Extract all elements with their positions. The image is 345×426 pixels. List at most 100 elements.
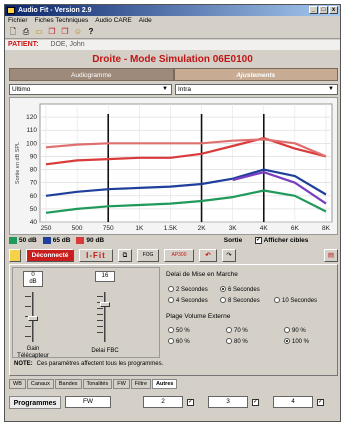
radio-60pct-label: 60 % [176,339,190,345]
options-box: Delai de Mise en Marche 2 Secondes 6 Sec… [162,267,336,358]
tab-ajustements[interactable]: Ajustements [173,68,338,81]
series-line-50-db [45,189,327,214]
sortie-button[interactable]: Sortie [223,237,243,244]
disconnected-button[interactable]: Déconnecté [26,249,74,262]
fog-button[interactable]: FOG [137,249,159,262]
program-2[interactable]: 2 [143,396,183,408]
style-select-value: Intra [178,86,192,93]
radio-dot [168,286,174,293]
radio-80pct[interactable]: 80 % [226,338,248,346]
main-window: Audio Fit - Version 2.9 _ □ x Fichier Fi… [4,4,341,422]
ifit-button[interactable]: I-Fit [79,249,113,262]
legend-50db[interactable]: 50 dB [9,236,37,244]
patient-icon[interactable]: ☺ [73,27,83,36]
patient-bar: PATIENT: DOE, John [5,40,340,50]
tab-wb[interactable]: WB [9,379,26,389]
print-icon[interactable]: ⎙ [22,27,30,36]
app-icon [7,7,15,14]
response-chart: 40 50 60 70 80 90 100 110 120 250 500 750 1K 1.5K 2K 3K… [9,97,338,235]
copy2-icon[interactable]: ❐ [61,27,69,36]
copy-settings-icon[interactable]: ⧉ [118,249,132,262]
open-icon[interactable]: ▭ [35,27,43,36]
radio-dot-selected [284,338,290,345]
maximize-button[interactable]: □ [319,6,328,14]
radio-dot [168,297,174,304]
tab-filtre[interactable]: Filtre [130,379,152,389]
checkbox-checked[interactable]: ✓ [255,236,262,244]
model-select-value: Ultimo [12,86,31,93]
radio-dot [284,327,290,334]
radio-2s[interactable]: 2 Secondes [168,286,208,294]
y-tick-label: 100 [26,140,37,147]
tab-canaux[interactable]: Canaux [26,379,54,389]
x-tick-label: 1.5K [164,225,178,232]
window-controls: _ □ x [309,6,338,14]
radio-70pct[interactable]: 70 % [226,327,248,335]
radio-70pct-label: 70 % [234,328,248,334]
y-tick-label: 50 [30,206,38,213]
menu-audio-care[interactable]: Audio CARE [95,17,132,24]
model-select[interactable]: Ultimo ▼ [9,84,172,95]
delai-title: Delai de Mise en Marche [166,271,238,278]
program-3-checkbox[interactable]: ✓ [252,398,259,406]
programmes-label: Programmes [9,395,61,409]
series-line-cible [45,138,327,158]
settings-icon[interactable]: ▤ [324,249,338,262]
ap300-button[interactable]: AP300 [164,249,194,262]
note-text: Ces paramètres affectent tous les progra… [36,361,164,367]
tab-fw[interactable]: FW [113,379,130,389]
show-targets-toggle[interactable]: ✓ Afficher cibles [255,235,308,246]
radio-dot [226,338,232,345]
program-2-checkbox[interactable]: ✓ [187,398,194,406]
radio-6s[interactable]: 6 Secondes [220,286,260,294]
new-icon[interactable]: 🗋 [9,27,17,36]
autres-panel: 0 dB Gain Télécapteur 16 Delai FBC Delai… [9,264,338,376]
sliders-box: 0 dB Gain Télécapteur 16 Delai FBC [12,267,160,359]
note-line: NOTE: Ces paramètres affectent tous les p… [14,361,163,367]
x-tick-label: 250 [41,225,52,232]
tab-audiogramme[interactable]: Audiogramme [9,68,174,81]
program-4-checkbox[interactable]: ✓ [317,398,324,406]
help-icon[interactable]: ? [88,27,94,36]
note-icon[interactable] [9,249,21,262]
gain-slider-knob[interactable] [28,316,38,321]
program-4[interactable]: 4 [273,396,313,408]
chevron-down-icon: ▼ [162,86,168,92]
menu-fichier[interactable]: Fichier [8,17,28,24]
radio-90pct[interactable]: 90 % [284,327,306,335]
x-tick-label: 750 [103,225,114,232]
radio-100pct[interactable]: 100 % [284,338,309,346]
tab-tonalites[interactable]: Tonalités [82,379,113,389]
copy-icon[interactable]: ❐ [48,27,56,36]
program-1[interactable]: FW [65,396,111,408]
close-button[interactable]: x [329,6,338,14]
legend-65db[interactable]: 65 dB [42,236,70,244]
radio-60pct[interactable]: 60 % [168,338,190,346]
radio-dot [274,297,280,304]
minimize-button[interactable]: _ [309,6,318,14]
series-line-90-db [45,137,327,166]
menu-aide[interactable]: Aide [138,17,152,24]
tab-autres[interactable]: Autres [152,379,178,389]
fbc-slider-track[interactable] [104,292,106,342]
menu-fiches-techniques[interactable]: Fiches Techniques [34,17,89,24]
radio-dot-selected [220,286,226,293]
radio-10s[interactable]: 10 Secondes [274,297,317,305]
radio-8s[interactable]: 8 Secondes [220,297,260,305]
program-3[interactable]: 3 [208,396,248,408]
legend-90db-label: 90 dB [86,237,105,245]
fbc-slider-knob[interactable] [100,302,110,307]
style-select[interactable]: Intra ▼ [175,84,338,95]
patient-name: DOE, John [50,41,85,48]
mode-title: Droite - Mode Simulation 06E0100 [92,54,253,65]
radio-4s[interactable]: 4 Secondes [168,297,208,305]
radio-50pct[interactable]: 50 % [168,327,190,335]
redo-icon[interactable]: ↷ [222,249,236,262]
legend-swatch-green [9,236,17,244]
legend-90db[interactable]: 90 dB [76,236,105,245]
undo-icon[interactable]: ↶ [199,249,217,262]
legend-swatch-red [76,236,85,244]
radio-dot [168,327,174,334]
tick [97,320,103,321]
tab-bandes[interactable]: Bandes [54,379,82,389]
